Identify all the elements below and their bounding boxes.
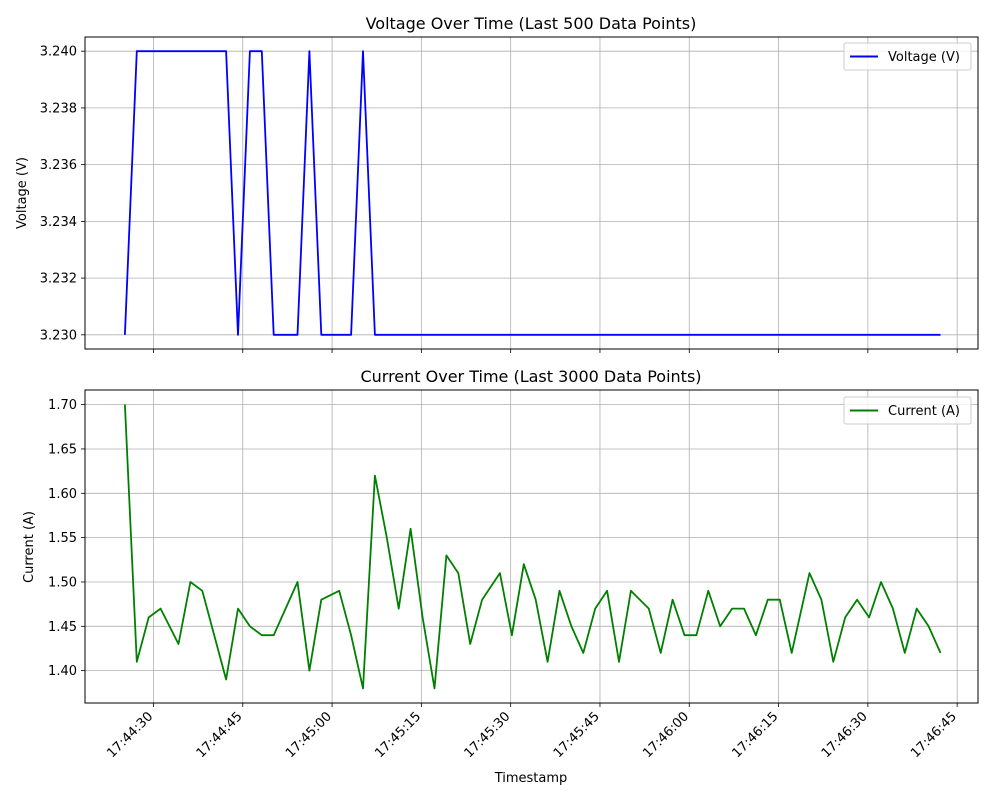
voltage-chart: Voltage Over Time (Last 500 Data Points)… — [15, 14, 979, 353]
current-legend: Current (A) — [843, 396, 972, 425]
y-tick-label: 3.234 — [40, 215, 77, 230]
series-line — [124, 404, 942, 690]
current-chart-title: Current Over Time (Last 3000 Data Points… — [360, 367, 701, 386]
current-legend-box — [843, 396, 972, 425]
y-tick-label: 3.230 — [40, 328, 77, 343]
y-tick-label: 1.60 — [48, 487, 77, 502]
voltage-legend-label: Voltage (V) — [888, 50, 960, 65]
voltage-plot-frame — [84, 36, 979, 350]
current-x-axis-label: Timestamp — [494, 771, 568, 786]
voltage-series-line-wrap — [124, 50, 941, 336]
current-y-ticks: 1.40 1.45 1.50 1.55 1.60 1.65 1.70 — [48, 398, 85, 679]
voltage-x-ticks — [153, 349, 958, 353]
y-tick-label: 3.236 — [40, 158, 77, 173]
y-tick-label: 1.45 — [48, 620, 77, 635]
y-tick-label: 1.40 — [48, 664, 77, 679]
y-tick-label: 1.70 — [48, 398, 77, 413]
current-grid — [85, 390, 978, 703]
current-series-line-wrap — [124, 404, 942, 690]
y-tick-label: 1.55 — [48, 531, 77, 546]
current-plot-frame — [84, 389, 979, 704]
voltage-y-axis-label: Voltage (V) — [15, 157, 30, 229]
voltage-grid — [85, 37, 978, 349]
series-line — [124, 50, 941, 336]
current-y-axis-label: Current (A) — [22, 511, 37, 583]
voltage-legend-box — [843, 42, 972, 71]
y-tick-label: 1.50 — [48, 575, 77, 590]
current-legend-label: Current (A) — [888, 404, 960, 419]
y-tick-label: 3.238 — [40, 101, 77, 116]
voltage-y-ticks: 3.230 3.232 3.234 3.236 3.238 3.240 — [40, 45, 85, 343]
y-tick-label: 3.232 — [40, 272, 77, 287]
y-tick-label: 1.65 — [48, 442, 77, 457]
voltage-chart-title: Voltage Over Time (Last 500 Data Points) — [366, 14, 697, 33]
voltage-legend: Voltage (V) — [843, 42, 972, 71]
y-tick-label: 3.240 — [40, 45, 77, 60]
